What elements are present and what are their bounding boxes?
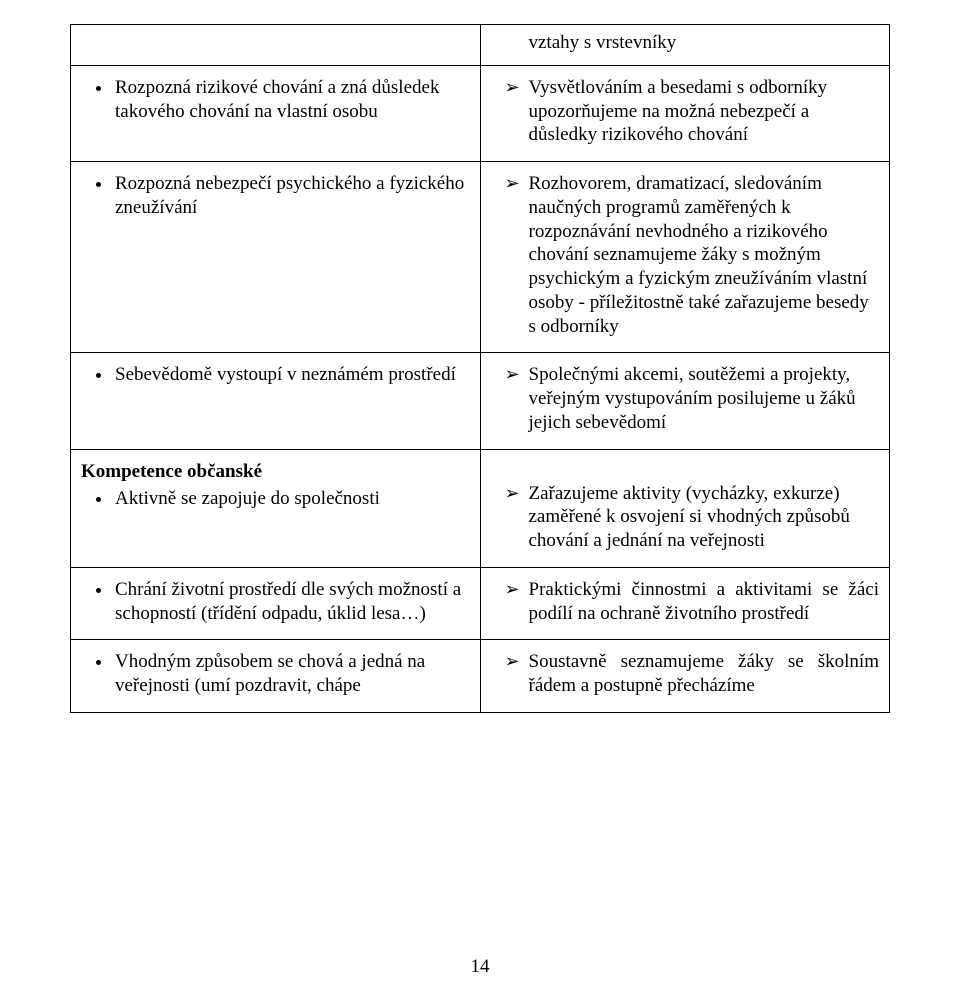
arrow-list: Společnými akcemi, soutěžemi a projekty,… (491, 363, 880, 434)
bullet-list: Rozpozná nebezpečí psychického a fyzické… (81, 172, 470, 220)
content-table: vztahy s vrstevníky Rozpozná rizikové ch… (70, 24, 890, 713)
arrow-list: Rozhovorem, dramatizací, sledováním nauč… (491, 172, 880, 338)
cell-right: Společnými akcemi, soutěžemi a projekty,… (480, 353, 890, 449)
cell-left: Rozpozná rizikové chování a zná důsledek… (71, 65, 481, 161)
cell-left: Sebevědomě vystoupí v neznámém prostředí (71, 353, 481, 449)
list-item: Soustavně seznamujeme žáky se školním řá… (505, 650, 880, 698)
list-item: Rozpozná nebezpečí psychického a fyzické… (113, 172, 470, 220)
arrow-list: Zařazujeme aktivity (vycházky, exkurze) … (491, 482, 880, 553)
list-item: Praktickými činnostmi a aktivitami se žá… (505, 578, 880, 626)
cell-left: Chrání životní prostředí dle svých možno… (71, 567, 481, 640)
cell-right: Zařazujeme aktivity (vycházky, exkurze) … (480, 449, 890, 567)
section-heading: Kompetence občanské (81, 460, 470, 484)
page: vztahy s vrstevníky Rozpozná rizikové ch… (0, 0, 960, 984)
cell-right: Vysvětlováním a besedami s odborníky upo… (480, 65, 890, 161)
static-text: vztahy s vrstevníky (491, 31, 880, 55)
list-item: Chrání životní prostředí dle svých možno… (113, 578, 470, 626)
bullet-list: Vhodným způsobem se chová a jedná na veř… (81, 650, 470, 698)
arrow-list: Soustavně seznamujeme žáky se školním řá… (491, 650, 880, 698)
list-item: Vysvětlováním a besedami s odborníky upo… (505, 76, 880, 147)
table-row: Rozpozná rizikové chování a zná důsledek… (71, 65, 890, 161)
table-row: Rozpozná nebezpečí psychického a fyzické… (71, 162, 890, 353)
list-item: Zařazujeme aktivity (vycházky, exkurze) … (505, 482, 880, 553)
cell-right: Soustavně seznamujeme žáky se školním řá… (480, 640, 890, 713)
bullet-list: Sebevědomě vystoupí v neznámém prostředí (81, 363, 470, 387)
spacer (491, 456, 880, 478)
cell-left: Vhodným způsobem se chová a jedná na veř… (71, 640, 481, 713)
bullet-list: Aktivně se zapojuje do společnosti (81, 487, 470, 511)
table-row: Kompetence občanské Aktivně se zapojuje … (71, 449, 890, 567)
list-item: Aktivně se zapojuje do společnosti (113, 487, 470, 511)
table-row: Chrání životní prostředí dle svých možno… (71, 567, 890, 640)
bullet-list: Chrání životní prostředí dle svých možno… (81, 578, 470, 626)
table-row: vztahy s vrstevníky (71, 25, 890, 66)
cell-right: Praktickými činnostmi a aktivitami se žá… (480, 567, 890, 640)
cell-right: Rozhovorem, dramatizací, sledováním nauč… (480, 162, 890, 353)
cell-left: Kompetence občanské Aktivně se zapojuje … (71, 449, 481, 567)
page-number: 14 (0, 956, 960, 978)
list-item: Rozhovorem, dramatizací, sledováním nauč… (505, 172, 880, 338)
table-row: Sebevědomě vystoupí v neznámém prostředí… (71, 353, 890, 449)
list-item: Sebevědomě vystoupí v neznámém prostředí (113, 363, 470, 387)
list-item: Rozpozná rizikové chování a zná důsledek… (113, 76, 470, 124)
bullet-list: Rozpozná rizikové chování a zná důsledek… (81, 76, 470, 124)
arrow-list: Praktickými činnostmi a aktivitami se žá… (491, 578, 880, 626)
list-item: Společnými akcemi, soutěžemi a projekty,… (505, 363, 880, 434)
cell-right: vztahy s vrstevníky (480, 25, 890, 66)
arrow-list: Vysvětlováním a besedami s odborníky upo… (491, 76, 880, 147)
list-item: Vhodným způsobem se chová a jedná na veř… (113, 650, 470, 698)
cell-left (71, 25, 481, 66)
table-row: Vhodným způsobem se chová a jedná na veř… (71, 640, 890, 713)
cell-left: Rozpozná nebezpečí psychického a fyzické… (71, 162, 481, 353)
